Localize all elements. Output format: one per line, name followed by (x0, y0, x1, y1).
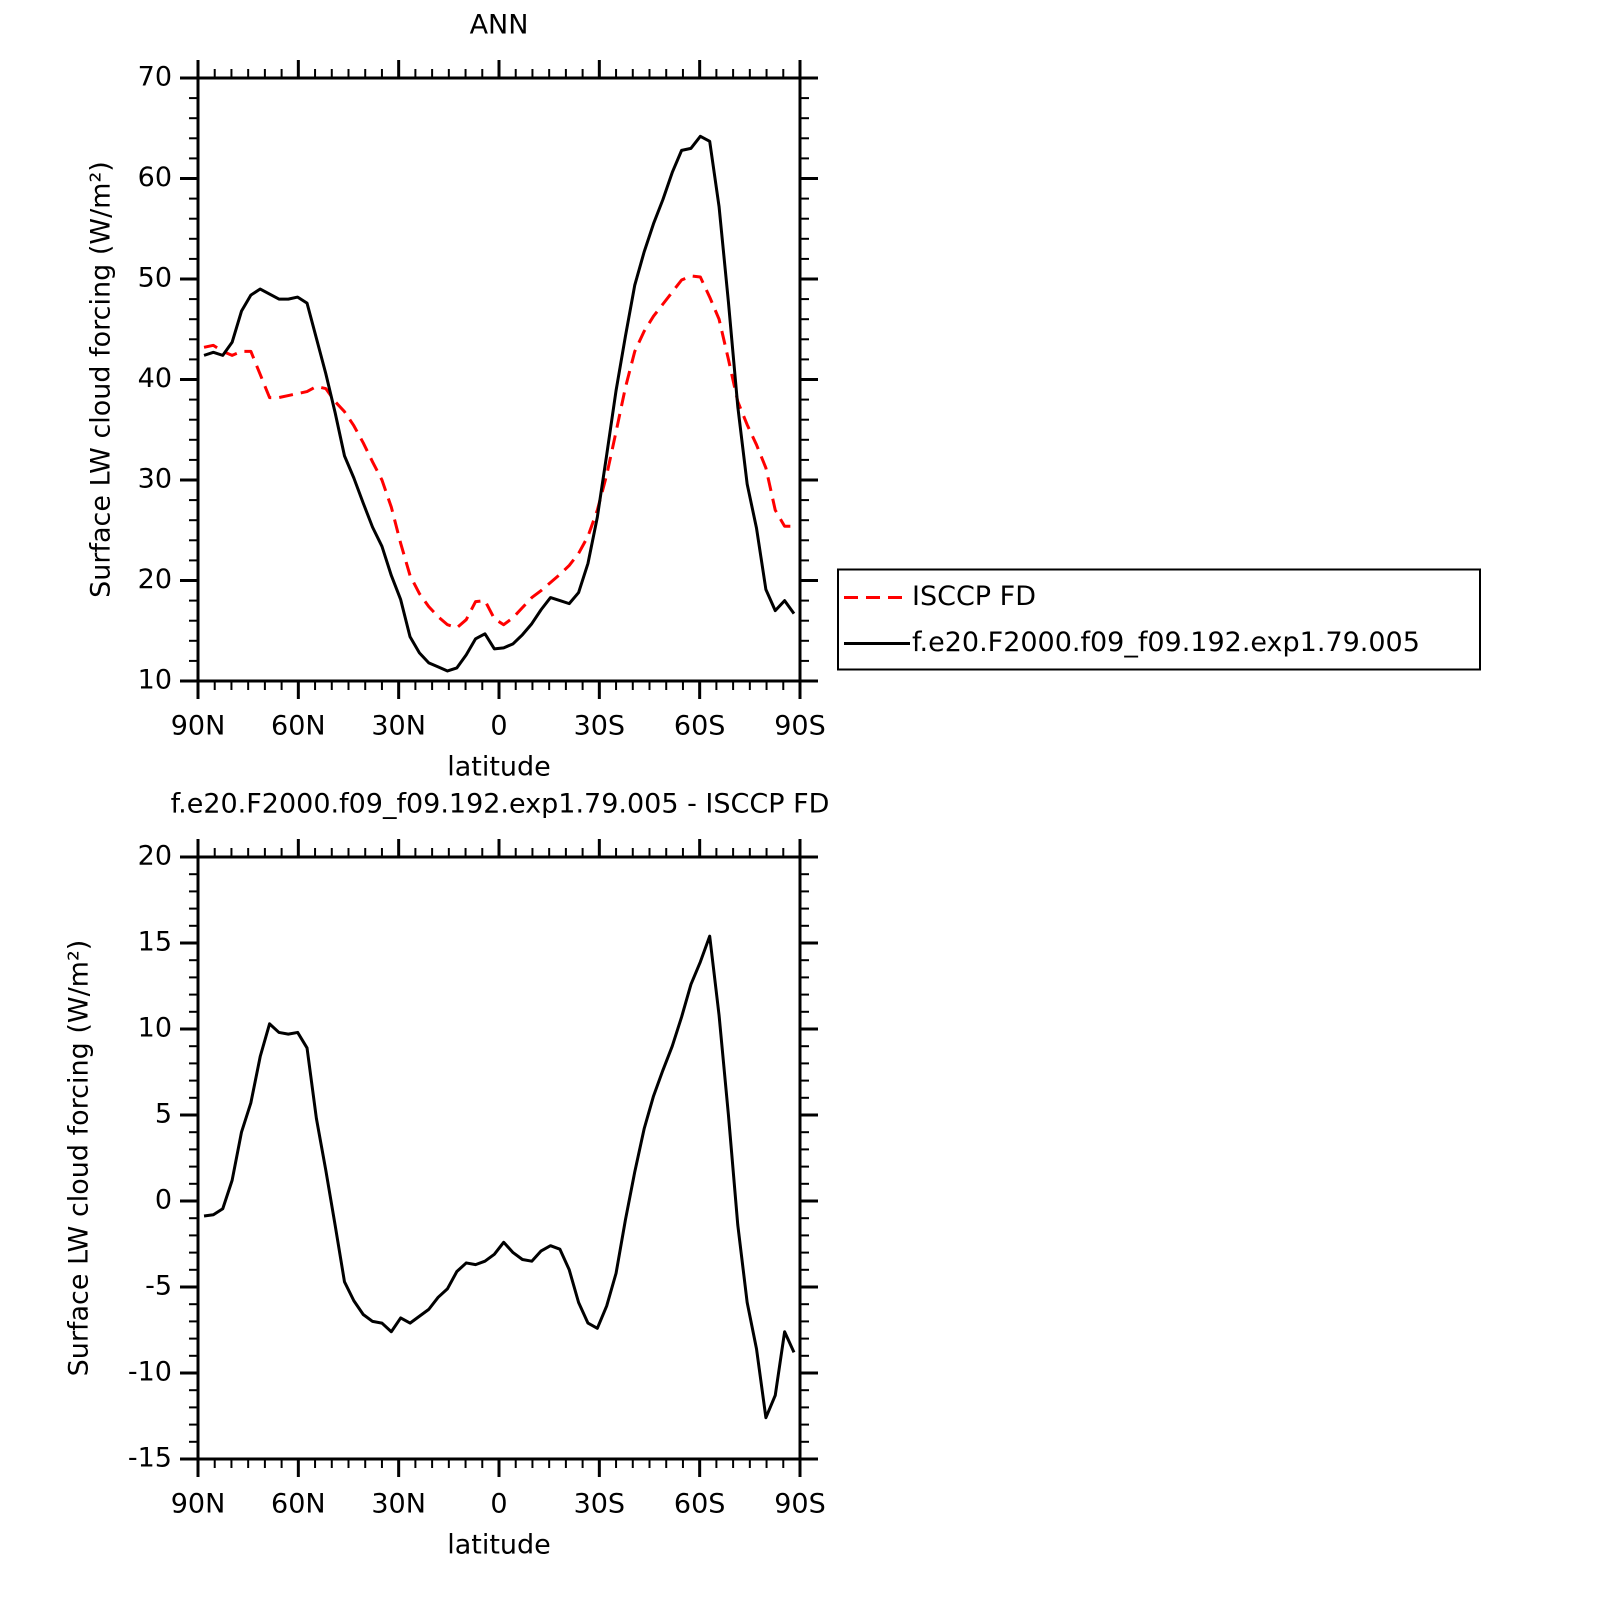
x-tick-label: 60N (271, 711, 326, 742)
x-tick-label: 90N (171, 1489, 226, 1520)
x-axis-label: latitude (447, 1530, 551, 1561)
x-tick-label: 30N (371, 711, 426, 742)
y-tick-label: -5 (145, 1271, 172, 1302)
y-tick-label: 50 (138, 263, 172, 294)
x-tick-label: 60N (271, 1489, 326, 1520)
x-tick-label: 30S (574, 711, 626, 742)
y-tick-label: -15 (128, 1443, 172, 1474)
y-tick-label: 10 (138, 1013, 172, 1044)
x-tick-label: 30S (574, 1489, 626, 1520)
x-tick-label: 0 (490, 711, 507, 742)
y-tick-label: 0 (155, 1185, 172, 1216)
legend-box (837, 568, 1481, 671)
data-line (203, 134, 796, 673)
y-tick-label: 30 (138, 464, 172, 495)
y-tick-label: 5 (155, 1099, 172, 1130)
data-line (203, 274, 794, 630)
y-tick-label: 60 (138, 162, 172, 193)
x-tick-label: 30N (371, 1489, 426, 1520)
chart-title: f.e20.F2000.f09_f09.192.exp1.79.005 - IS… (171, 789, 830, 820)
legend-label: ISCCP FD (912, 581, 1036, 612)
y-tick-label: 40 (138, 363, 172, 394)
y-tick-label: 10 (138, 665, 172, 696)
plot-frame (196, 76, 802, 683)
x-axis-label: latitude (447, 752, 551, 783)
y-axis-label: Surface LW cloud forcing (W/m²) (86, 161, 117, 598)
legend-label: f.e20.F2000.f09_f09.192.exp1.79.005 (912, 627, 1420, 658)
y-tick-label: 15 (138, 927, 172, 958)
x-tick-label: 90S (774, 711, 826, 742)
y-tick-label: -10 (128, 1357, 172, 1388)
chart-title: ANN (470, 10, 529, 41)
y-tick-label: 20 (138, 564, 172, 595)
plot-frame (196, 855, 802, 1461)
x-tick-label: 60S (674, 711, 726, 742)
x-tick-label: 0 (490, 1489, 507, 1520)
x-tick-label: 90N (171, 711, 226, 742)
x-tick-label: 90S (774, 1489, 826, 1520)
y-tick-label: 20 (138, 841, 172, 872)
x-tick-label: 60S (674, 1489, 726, 1520)
y-axis-label: Surface LW cloud forcing (W/m²) (64, 940, 95, 1377)
y-tick-label: 70 (138, 62, 172, 93)
data-line (203, 934, 796, 1420)
